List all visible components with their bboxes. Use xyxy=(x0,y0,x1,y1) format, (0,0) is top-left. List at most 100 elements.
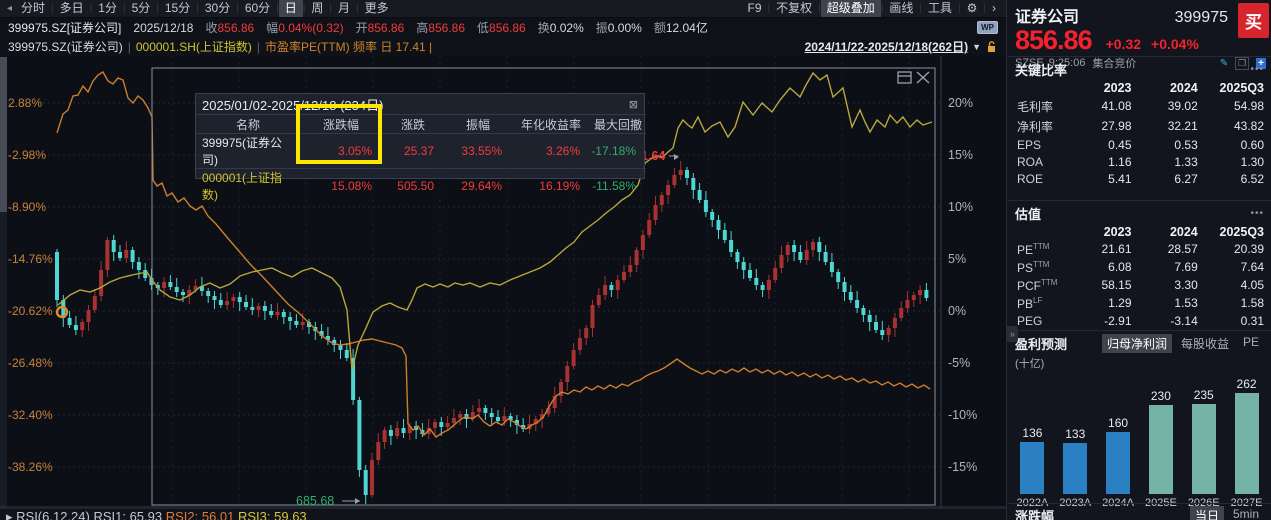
tool-item-1[interactable]: F9 xyxy=(747,1,762,15)
period-tab-3[interactable]: 1分 xyxy=(98,1,117,15)
price-change-pct: +0.04% xyxy=(1151,36,1199,52)
indicator-bar[interactable]: ▸ RSI(6,12,24) RSI1: 65.93 RSI2: 56.01 R… xyxy=(0,508,1006,520)
forecast-tab-1[interactable]: 归母净利润 xyxy=(1101,334,1172,353)
add-icon[interactable]: + xyxy=(1256,57,1266,69)
unlock-icon[interactable] xyxy=(985,40,998,53)
metric-row: PBLF 1.29 1.53 1.58 xyxy=(1017,295,1264,311)
tool-item-5[interactable]: 工具 xyxy=(928,1,953,15)
quote-field: 幅0.04%(0.32) xyxy=(266,21,344,35)
forecast-bar: 230 2025E xyxy=(1141,389,1181,509)
gear-icon[interactable]: ⚙ xyxy=(966,1,978,15)
left-scroll-strip[interactable] xyxy=(0,57,7,212)
caret-down-icon[interactable]: ▼ xyxy=(972,41,981,52)
period-tab-1[interactable]: 分时 xyxy=(21,1,46,15)
separator: | xyxy=(767,3,771,14)
forecast-unit-label: (十亿) xyxy=(1015,358,1045,370)
metric-row: PSTTM 6.08 7.69 7.64 xyxy=(1017,259,1264,275)
edit-pencil-icon[interactable]: ✎ xyxy=(1219,57,1229,69)
date-range-selector[interactable]: 2024/11/22-2025/12/18(262日) xyxy=(804,40,969,54)
symbol-label[interactable]: 399975.SZ[证券公司] xyxy=(8,21,122,35)
separator: | xyxy=(329,3,333,14)
popup-title: 2025/01/02-2025/12/18 (234日) xyxy=(202,97,384,113)
stock-header: 证券公司 399975 买 856.86 +0.32 +0.04% SZSE 9… xyxy=(1007,0,1271,70)
metric-row: ROA 1.16 1.33 1.30 xyxy=(1017,154,1264,169)
chart-canvas[interactable]: 2.88% -2.98% -8.90% -14.76% -20.62% -26.48% -3… xyxy=(0,56,1006,508)
more-dots-icon[interactable]: ••• xyxy=(1250,208,1264,219)
forecast-tab-3[interactable]: PE xyxy=(1242,335,1259,349)
session-phase: 集合竞价 xyxy=(1092,58,1137,70)
quote-fields: 收856.86 幅0.04%(0.32) 开856.86 高856.86 低856.86… xyxy=(205,19,719,36)
separator: | xyxy=(958,3,961,14)
period-tab-10[interactable]: 月 xyxy=(338,1,351,15)
forecast-bar: 160 2024A xyxy=(1098,416,1138,509)
layers-icon[interactable]: ❒ xyxy=(1235,56,1250,70)
separator: | xyxy=(51,3,54,14)
separator: | xyxy=(236,3,239,14)
forecast-tab-2[interactable]: 每股收益 xyxy=(1180,337,1229,351)
price-change: +0.32 xyxy=(1105,36,1142,52)
year-column-header: 2023 xyxy=(1103,81,1132,95)
left-strip-lower xyxy=(0,212,7,508)
period-tab-6[interactable]: 30分 xyxy=(204,1,231,15)
metric-row: 净利率 27.98 32.21 43.82 xyxy=(1017,119,1264,134)
table-row[interactable]: 399975(证券公司) 3.05% 25.37 33.55% 3.26% -17.18% xyxy=(196,133,646,169)
table-row[interactable]: 000001(上证指数) 15.08% 505.50 29.64% 16.19% -11.… xyxy=(196,168,646,203)
tool-item-2[interactable]: 不复权 xyxy=(776,1,813,15)
tool-item-3[interactable]: 超级叠加 xyxy=(820,0,881,17)
close-icon[interactable]: ⊠ xyxy=(628,98,638,111)
bar-value-label: 235 xyxy=(1193,388,1214,402)
quote-time: 9:25:06 xyxy=(1048,57,1086,69)
metric-row: ROE 5.41 6.27 6.52 xyxy=(1017,171,1264,186)
popup-col-header: 名称 xyxy=(196,114,300,134)
more-dots-icon[interactable]: ••• xyxy=(1250,64,1264,75)
key-ratios-table: 2023 2024 2025Q3 毛利率 41.08 39.02 54.98 净利率 27.98… xyxy=(1007,80,1271,187)
bar-rect xyxy=(1020,442,1045,494)
period-tab-9[interactable]: 周 xyxy=(311,1,324,15)
forecast-title: 盈利预测 xyxy=(1015,337,1068,352)
period-tab-5[interactable]: 15分 xyxy=(164,1,191,15)
separator: | xyxy=(196,3,199,14)
key-ratios-title: 关键比率 xyxy=(1015,63,1068,78)
popup-col-header: 振幅 xyxy=(444,114,512,134)
left-axis-tick: -8.90% xyxy=(8,200,46,214)
metric-row: PEG -2.91 -3.14 0.31 xyxy=(1017,313,1264,328)
panel-collapse-icon[interactable]: » xyxy=(1007,326,1018,342)
change-tab-1[interactable]: 当日 xyxy=(1189,506,1224,520)
change-tab-2[interactable]: 5min xyxy=(1232,507,1259,520)
forecast-bar: 262 2027E xyxy=(1227,377,1267,509)
separator: | xyxy=(919,3,922,14)
min-value-annotation: 685.68 xyxy=(296,494,334,508)
stock-name: 证券公司 xyxy=(1015,9,1080,26)
period-tab-2[interactable]: 多日 xyxy=(59,1,84,15)
quote-field: 高856.86 xyxy=(416,21,465,35)
buy-button[interactable]: 买 xyxy=(1238,3,1269,38)
range-stats-table: 名称 涨跌幅 涨跌 振幅 年化收益率 最大回撤 399975(证券公司) 3.05% 25.3… xyxy=(196,114,646,203)
rsi-value-1: RSI2: 56.01 xyxy=(162,509,235,520)
range-stats-popup[interactable]: 2025/01/02-2025/12/18 (234日) ⊠ 名称 涨跌幅 涨跌 振幅… xyxy=(195,93,646,203)
wp-badge-icon[interactable]: WP xyxy=(977,21,998,34)
popup-col-header: 涨跌幅 xyxy=(300,114,382,134)
legend-pe-series[interactable]: 市盈率PE(TTM) 频率 日 17.41 | xyxy=(265,40,433,54)
main-chart[interactable]: 2.88% -2.98% -8.90% -14.76% -20.62% -26.48% -3… xyxy=(0,56,1006,508)
change-title: 涨跌幅 xyxy=(1015,509,1055,520)
legend-separator: | xyxy=(256,39,261,54)
back-icon[interactable]: ◂ xyxy=(7,3,13,14)
left-axis-tick: -20.62% xyxy=(8,304,53,318)
period-tab-4[interactable]: 5分 xyxy=(131,1,151,15)
forecast-section: 盈利预测 归母净利润 每股收益 PE (十亿) 136 2022A 133 2023A 16… xyxy=(1007,330,1271,509)
period-tab-7[interactable]: 60分 xyxy=(244,1,271,15)
popup-col-header: 最大回撤 xyxy=(590,114,646,134)
right-axis-tick: 0% xyxy=(948,304,966,318)
rsi-value-0: ▸ RSI(6,12,24) RSI1: 65.93 xyxy=(6,509,163,520)
right-axis-tick: 20% xyxy=(948,96,973,110)
valuation-title: 估值 xyxy=(1015,207,1042,222)
legend-primary[interactable]: 399975.SZ(证券公司) xyxy=(8,40,123,54)
period-tab-8[interactable]: 日 xyxy=(278,0,303,17)
metric-row: PETTM 21.61 28.57 20.39 xyxy=(1017,241,1264,257)
chevron-right-icon[interactable]: › xyxy=(992,1,996,15)
exchange-label: SZSE xyxy=(1015,57,1044,69)
left-axis-tick: -32.40% xyxy=(8,408,53,422)
period-tab-11[interactable]: 更多 xyxy=(364,1,389,15)
tool-item-4[interactable]: 画线 xyxy=(889,1,914,15)
legend-overlay-index[interactable]: 000001.SH(上证指数) xyxy=(135,40,252,54)
